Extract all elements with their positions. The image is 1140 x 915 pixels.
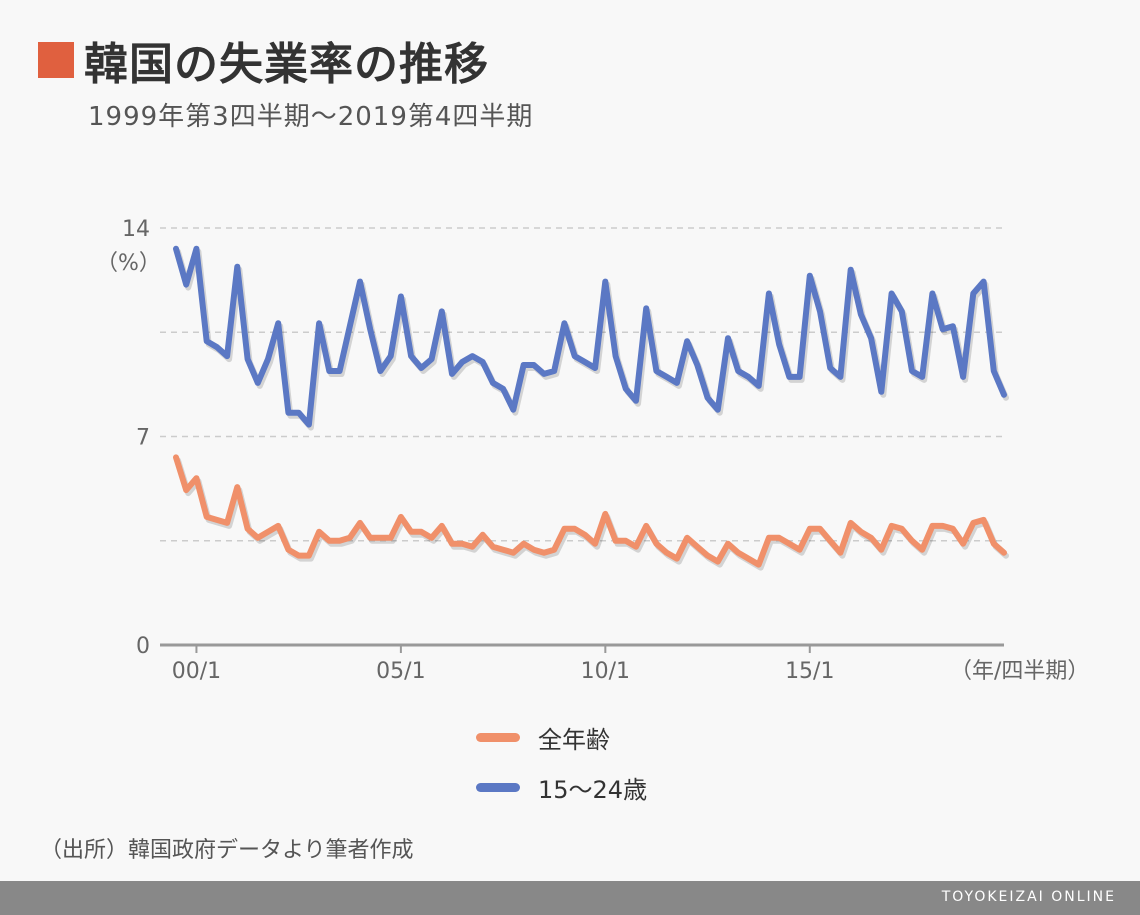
y-axis-unit-label: （%） (96, 251, 161, 276)
grid-layer (160, 227, 1004, 542)
x-axis-unit-label: （年/四半期） (950, 659, 1089, 684)
y-tick-label: 7 (136, 426, 150, 451)
legend-label-youth: 15〜24歳 (538, 775, 648, 804)
footer-brand: TOYOKEIZAI ONLINE (941, 889, 1116, 905)
axis-layer: 0 7 14 00/1 05/1 10/1 15/1 (122, 217, 1004, 684)
footer-bar: TOYOKEIZAI ONLINE (0, 881, 1140, 915)
chart-subtitle: 1999年第3四半期〜2019第4四半期 (88, 102, 534, 132)
legend-item-youth: 15〜24歳 (476, 762, 647, 812)
legend-label-all-ages: 全年齢 (538, 725, 610, 754)
series-layer (173, 245, 1009, 571)
x-tick-label: 05/1 (376, 659, 425, 684)
series-line-all-ages (173, 454, 1007, 568)
title-block: 韓国の失業率の推移 (38, 28, 489, 92)
x-tick-label: 15/1 (785, 659, 834, 684)
x-tick-label: 10/1 (581, 659, 630, 684)
legend-item-all-ages: 全年齢 (476, 712, 647, 762)
y-tick-label: 0 (136, 634, 150, 659)
source-note: （出所）韓国政府データより筆者作成 (40, 838, 414, 863)
series-shadow (175, 248, 1009, 431)
legend-swatch-all-ages (476, 732, 520, 742)
line-chart: 0 7 14 00/1 05/1 10/1 15/1 （%） （年/四半期） (96, 217, 1089, 684)
chart-title: 韓国の失業率の推移 (84, 39, 489, 90)
legend-swatch-youth (476, 782, 520, 792)
chart-legend: 全年齢 15〜24歳 (476, 712, 647, 812)
x-tick-label: 00/1 (172, 659, 221, 684)
title-marker-icon (38, 42, 74, 78)
y-tick-label: 14 (122, 217, 150, 242)
series-line-youth (173, 245, 1007, 428)
